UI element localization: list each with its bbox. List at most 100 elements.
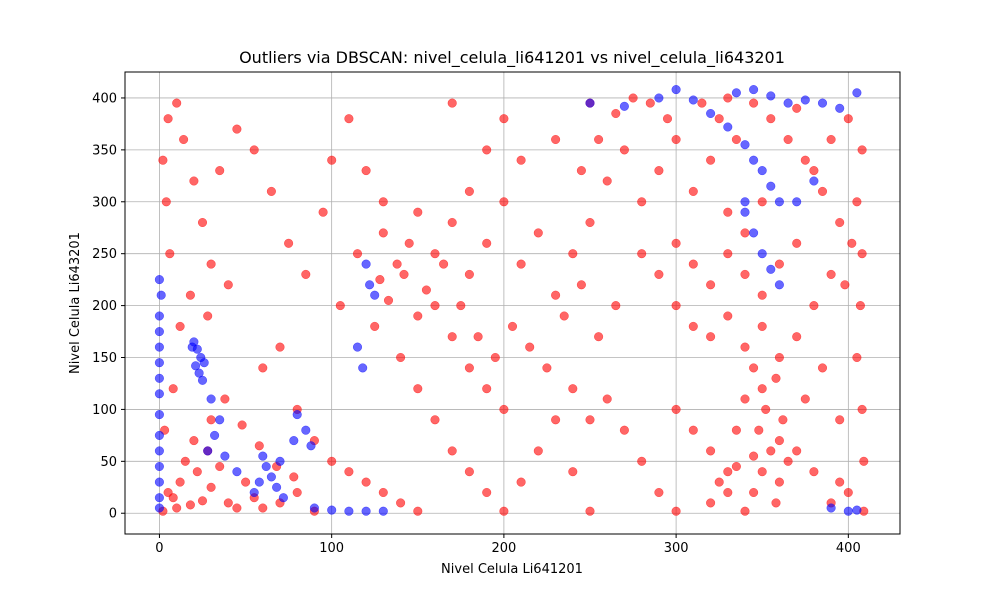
scatter-point xyxy=(192,467,202,477)
scatter-point xyxy=(378,487,388,498)
scatter-point xyxy=(706,155,716,165)
scatter-point xyxy=(542,363,552,373)
scatter-point xyxy=(154,430,164,440)
scatter-point xyxy=(611,108,621,119)
scatter-point xyxy=(163,114,173,124)
scatter-point xyxy=(774,352,784,363)
series-1-points xyxy=(154,85,862,516)
scatter-point xyxy=(189,436,199,446)
scatter-point xyxy=(154,446,164,456)
scatter-point xyxy=(272,482,282,492)
y-tick-label: 50 xyxy=(100,455,117,470)
scatter-point xyxy=(688,186,698,196)
scatter-point xyxy=(754,425,764,435)
scatter-point xyxy=(809,467,819,477)
scatter-point xyxy=(370,290,380,300)
scatter-point xyxy=(254,477,264,487)
scatter-point xyxy=(375,275,385,285)
scatter-point xyxy=(154,275,164,285)
x-tick-label: 200 xyxy=(491,541,516,556)
scatter-point xyxy=(576,166,586,176)
scatter-point xyxy=(447,217,457,228)
scatter-point xyxy=(258,451,268,461)
scatter-point xyxy=(154,503,164,513)
scatter-point xyxy=(688,425,698,435)
scatter-point xyxy=(843,506,853,516)
scatter-point xyxy=(223,498,233,508)
y-tick-label: 150 xyxy=(92,351,117,366)
scatter-point xyxy=(203,311,213,321)
scatter-point xyxy=(576,280,586,290)
scatter-point xyxy=(852,88,862,98)
scatter-point xyxy=(378,197,388,207)
scatter-point xyxy=(731,425,741,435)
scatter-point xyxy=(464,363,474,373)
scatter-point xyxy=(249,487,259,498)
scatter-point xyxy=(507,321,518,331)
scatter-point xyxy=(740,228,750,238)
scatter-point xyxy=(430,415,440,425)
x-axis-label: Nivel Celula Li641201 xyxy=(441,562,583,577)
scatter-point xyxy=(671,134,681,145)
scatter-point xyxy=(857,404,867,414)
scatter-point xyxy=(516,259,526,269)
scatter-point xyxy=(237,420,247,430)
scatter-point xyxy=(852,505,862,515)
scatter-point xyxy=(206,394,216,404)
scatter-point xyxy=(637,456,647,466)
scatter-point xyxy=(654,487,664,498)
scatter-point xyxy=(154,373,164,383)
scatter-point xyxy=(778,415,788,425)
scatter-point xyxy=(413,207,423,217)
scatter-point xyxy=(835,415,845,425)
scatter-point xyxy=(585,415,595,425)
scatter-point xyxy=(731,134,741,145)
scatter-point xyxy=(399,269,409,279)
scatter-point xyxy=(766,114,776,124)
scatter-point xyxy=(275,456,285,466)
scatter-point xyxy=(706,108,716,119)
scatter-point xyxy=(792,332,802,342)
scatter-point xyxy=(706,280,716,290)
scatter-point xyxy=(199,358,209,368)
scatter-point xyxy=(568,384,578,394)
scatter-point xyxy=(352,342,363,352)
scatter-point xyxy=(757,384,767,394)
scatter-point xyxy=(843,114,853,124)
scatter-point xyxy=(292,410,302,420)
scatter-point xyxy=(232,124,242,134)
scatter-point xyxy=(175,321,185,331)
scatter-point xyxy=(275,342,285,352)
scatter-point xyxy=(464,467,474,477)
x-tick-label: 400 xyxy=(836,541,861,556)
scatter-point xyxy=(585,98,595,108)
scatter-point xyxy=(766,446,776,456)
scatter-point xyxy=(843,487,853,498)
scatter-point xyxy=(602,176,612,186)
scatter-point xyxy=(421,285,431,295)
scatter-point xyxy=(258,503,268,513)
scatter-point xyxy=(301,269,311,279)
scatter-point xyxy=(792,238,802,248)
scatter-point xyxy=(723,93,733,103)
scatter-point xyxy=(749,363,759,373)
grid-layer xyxy=(125,72,900,534)
scatter-point xyxy=(855,301,865,311)
chart-title: Outliers via DBSCAN: nivel_celula_li6412… xyxy=(239,48,785,68)
scatter-point xyxy=(482,384,492,394)
scatter-point xyxy=(318,207,328,217)
scatter-point xyxy=(482,238,492,248)
scatter-point xyxy=(327,456,337,466)
scatter-point xyxy=(185,290,195,300)
scatter-point xyxy=(783,98,793,108)
scatter-point xyxy=(771,373,781,383)
scatter-point xyxy=(278,493,288,503)
scatter-point xyxy=(740,207,750,217)
y-tick-label: 350 xyxy=(92,143,117,158)
scatter-point xyxy=(619,101,629,111)
scatter-point xyxy=(654,269,664,279)
scatter-point xyxy=(361,166,371,176)
scatter-point xyxy=(774,197,784,207)
scatter-point xyxy=(628,93,638,103)
scatter-point xyxy=(731,461,741,472)
